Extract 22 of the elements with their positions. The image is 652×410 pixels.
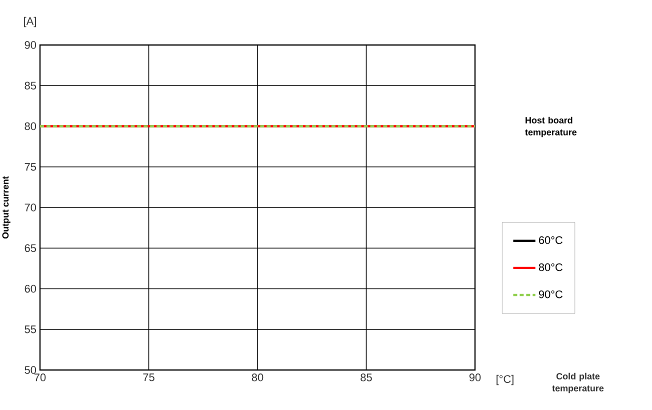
y-tick-label: 60 [24, 284, 36, 293]
y-axis-title: Output current [2, 176, 10, 239]
y-tick-label: 65 [24, 244, 36, 252]
x-tick-label: 85 [360, 374, 372, 382]
x-tick-label: 80 [252, 374, 264, 382]
y-tick-label: 90 [24, 41, 36, 49]
legend-label: 90°C [538, 290, 563, 298]
text: [°C] [496, 374, 514, 386]
legend-label: 80°C [538, 263, 563, 272]
y-tick-label: 85 [24, 82, 36, 90]
y-tick-label: 70 [24, 204, 36, 212]
y-tick-label: 55 [24, 326, 36, 334]
legend-label: 60°C [538, 236, 563, 244]
x-tick-label: 70 [34, 374, 46, 382]
x-tick-label: 90 [469, 374, 481, 382]
text: Cold plate temperature [552, 372, 604, 394]
legend-title: Host board temperature [525, 116, 577, 138]
x-tick-label: 75 [143, 374, 154, 382]
y-tick-label: 50 [24, 366, 36, 374]
y-tick-label: 75 [24, 163, 36, 171]
text: [A] [24, 16, 36, 28]
y-tick-label: 80 [24, 122, 36, 130]
